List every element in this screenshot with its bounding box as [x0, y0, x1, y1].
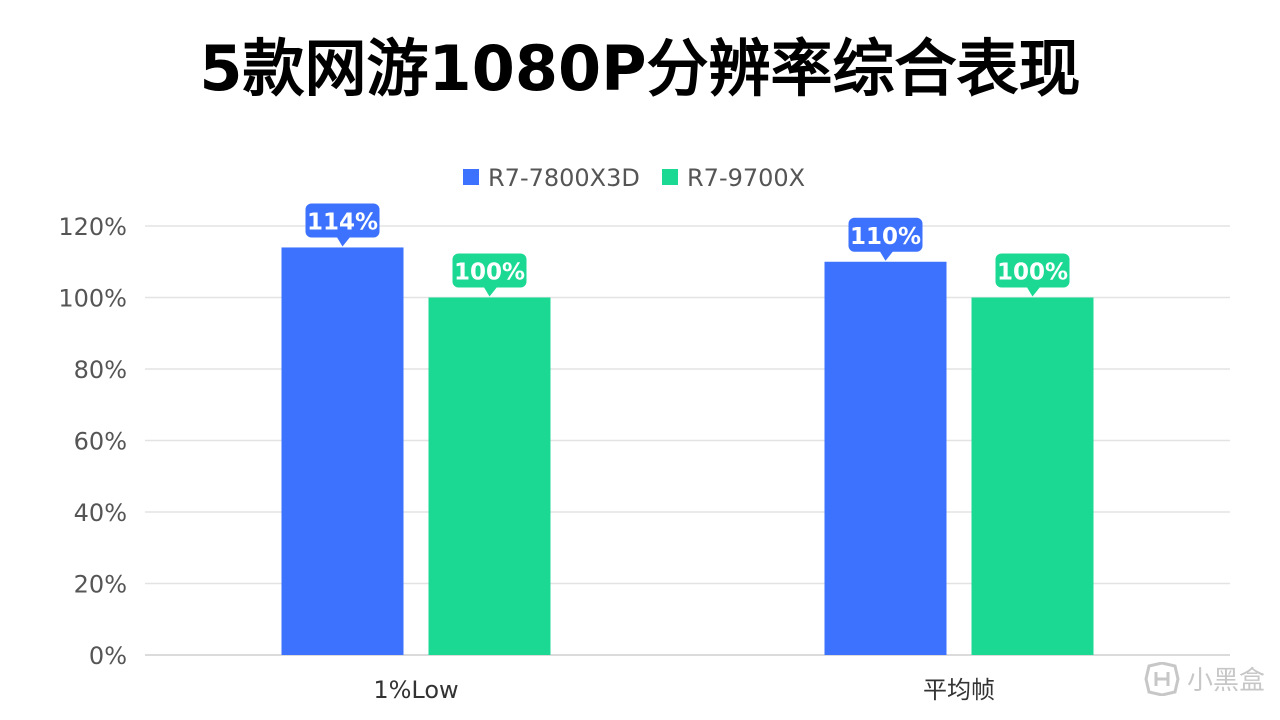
- y-tick-label: 100%: [58, 285, 127, 313]
- bar: [824, 261, 947, 655]
- data-label: 114%: [307, 209, 378, 235]
- y-tick-label: 20%: [74, 571, 127, 599]
- watermark-text: 小黑盒: [1187, 666, 1266, 696]
- data-label-pointer: [879, 250, 894, 261]
- data-label-bubble: 114%: [305, 203, 380, 247]
- x-axis-ticks: 1%Low 平均帧: [373, 676, 995, 704]
- data-label-pointer: [483, 286, 498, 297]
- chart-title: 5款网游1080P分辨率综合表现: [199, 32, 1081, 105]
- bars: [281, 247, 1094, 655]
- data-label-bubble: 100%: [995, 253, 1070, 297]
- y-tick-label: 120%: [58, 213, 127, 241]
- data-label-background: [995, 253, 1070, 288]
- data-label-pointer: [1026, 286, 1041, 297]
- data-label: 100%: [997, 260, 1068, 286]
- bar: [428, 297, 551, 655]
- legend-label: R7-7800X3D: [488, 164, 640, 192]
- y-tick-label: 0%: [89, 642, 127, 670]
- data-label-background: [452, 253, 527, 288]
- data-label-bubble: 110%: [848, 217, 923, 261]
- legend-swatch: [662, 169, 678, 185]
- data-label: 110%: [850, 224, 921, 250]
- data-label: 100%: [454, 260, 525, 286]
- y-tick-label: 60%: [74, 428, 127, 456]
- data-label-pointer: [336, 236, 351, 247]
- legend-label: R7-9700X: [687, 164, 805, 192]
- data-labels: 114% 100% 110% 100%: [305, 203, 1070, 297]
- y-tick-label: 80%: [74, 356, 127, 384]
- bar: [281, 247, 404, 655]
- legend-swatch: [463, 169, 479, 185]
- bar: [971, 297, 1094, 655]
- x-tick-label: 1%Low: [373, 676, 458, 704]
- watermark: 小黑盒: [1143, 660, 1265, 697]
- legend: R7-7800X3D R7-9700X: [463, 164, 805, 192]
- heybox-logo-icon: [1144, 661, 1180, 696]
- y-tick-label: 40%: [74, 499, 127, 527]
- data-label-background: [305, 203, 380, 238]
- data-label-background: [848, 217, 923, 252]
- data-label-bubble: 100%: [452, 253, 527, 297]
- x-tick-label: 平均帧: [923, 676, 995, 704]
- y-axis-ticks: 0% 20% 40% 60% 80% 100% 120%: [58, 213, 127, 670]
